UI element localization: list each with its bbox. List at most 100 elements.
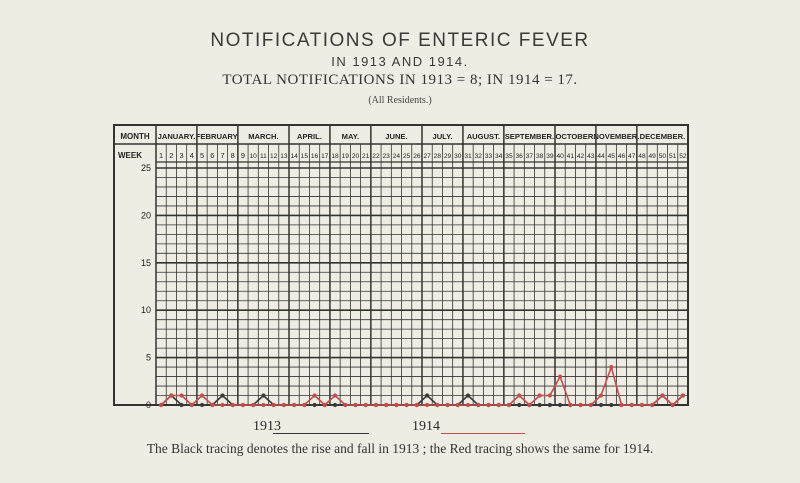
data-point-1914 [629,402,634,408]
data-point-1914 [517,393,522,398]
legend-label-1914: 1914 [412,419,440,434]
data-point-1913 [312,402,317,408]
legend-line-1913 [273,433,369,434]
data-point-1914 [588,402,593,408]
data-point-1914 [251,402,256,408]
data-point-1914 [210,402,215,408]
chart-frame [113,124,689,406]
y-tick-label: 10 [141,305,151,315]
y-tick-label: 0 [146,400,151,410]
week-number: 20 [352,153,360,160]
week-row-label: WEEK [118,151,142,160]
week-number: 5 [200,151,204,160]
data-point-1914 [292,402,297,408]
residents-note: (All Residents.) [368,95,432,106]
week-number: 12 [270,153,278,160]
month-label: JUNE. [385,132,407,141]
week-number: 18 [331,153,339,160]
week-number: 48 [638,153,646,160]
data-point-1914 [322,402,327,408]
week-number: 47 [628,153,636,160]
week-number: 46 [618,153,626,160]
data-point-1914 [220,402,225,408]
week-number: 25 [403,153,411,160]
data-point-1913 [547,402,552,408]
data-point-1914 [332,393,338,398]
legend-line-1914 [441,433,525,434]
data-point-1914 [199,393,205,398]
week-number: 3 [180,151,184,160]
data-point-1914 [445,402,450,408]
y-tick-label: 25 [141,163,151,173]
data-point-1914 [558,374,563,379]
week-number: 43 [587,153,595,160]
week-number: 34 [495,153,503,160]
data-point-1914 [609,364,614,370]
data-point-1914 [302,402,307,408]
data-point-1914 [537,393,542,398]
week-number: 31 [464,153,472,160]
total-notifications: TOTAL NOTIFICATIONS IN 1913 = 8; IN 1914… [222,72,578,88]
data-point-1914 [619,402,624,408]
series-line-1914 [160,366,684,406]
data-point-1914 [179,393,184,398]
data-point-1913 [332,402,338,408]
chart-title: NOTIFICATIONS OF ENTERIC FEVER [210,30,590,51]
month-label: AUGUST. [467,132,500,141]
month-label: MARCH. [248,132,278,141]
month-label: DECEMBER. [640,132,686,141]
data-point-1914 [455,402,460,408]
data-point-1914 [435,402,440,408]
week-number: 27 [423,153,431,160]
week-number: 35 [505,153,513,160]
data-point-1914 [281,402,286,408]
data-point-1914 [547,393,552,398]
data-point-1914 [189,402,194,408]
data-point-1914 [660,393,665,398]
data-point-1914 [373,402,379,408]
data-point-1914 [169,393,174,398]
data-point-1914 [404,402,409,408]
week-number: 24 [393,153,401,160]
week-number: 28 [434,153,442,160]
data-point-1913 [517,402,522,408]
data-point-1914 [476,402,481,408]
chart-subtitle: IN 1913 AND 1914. [331,54,469,69]
week-number: 32 [475,153,483,160]
week-number: 41 [567,153,575,160]
month-label: FEBRUARY. [196,132,239,141]
week-number: 2 [169,151,173,160]
data-point-1914 [465,402,471,408]
week-number: 42 [577,153,585,160]
data-point-1914 [650,402,655,408]
week-number: 21 [362,153,370,160]
week-number: 10 [250,153,258,160]
data-point-1914 [680,393,685,398]
week-number: 9 [241,151,245,160]
week-number: 49 [649,153,657,160]
data-point-1914 [363,402,368,408]
week-number: 33 [485,153,493,160]
month-label: NOVEMBER. [593,132,639,141]
data-point-1913 [598,402,604,408]
data-point-1914 [670,402,675,408]
week-number: 1 [159,151,163,160]
week-number: 15 [301,153,309,160]
data-point-1914 [598,393,604,398]
week-number: 14 [290,153,298,160]
data-point-1914 [506,402,512,408]
data-point-1914 [261,402,266,408]
week-number: 30 [454,153,462,160]
week-number: 40 [556,153,564,160]
month-row-label: MONTH [120,132,150,141]
week-number: 44 [597,153,605,160]
week-number: 29 [444,153,452,160]
week-number: 52 [679,153,687,160]
data-point-1914 [527,402,532,408]
data-point-1914 [343,402,348,408]
data-point-1914 [486,402,491,408]
week-number: 38 [536,153,544,160]
y-tick-label: 15 [141,258,151,268]
data-point-1914 [578,402,583,408]
